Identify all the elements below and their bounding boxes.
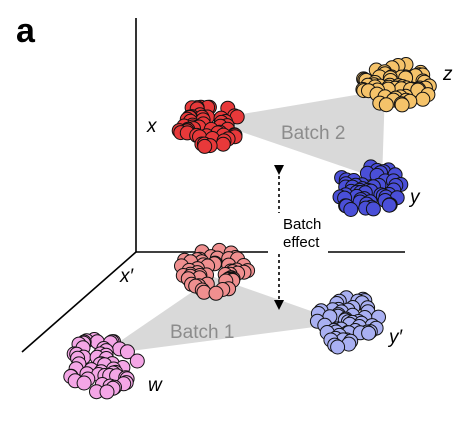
- label-z: z: [442, 64, 453, 85]
- cluster-x: [171, 99, 245, 154]
- cluster-y-point: [343, 202, 359, 217]
- cluster-y-prime-point: [330, 339, 346, 355]
- cluster-y-point: [381, 197, 397, 213]
- cluster-z-point: [415, 91, 431, 107]
- label-y-prime: y′: [387, 327, 404, 348]
- cluster-z-point: [394, 97, 410, 113]
- batch1-label: Batch 1: [170, 322, 234, 343]
- cluster-x-prime-point: [208, 285, 224, 301]
- cluster-x-point: [215, 136, 231, 152]
- cluster-w-point: [76, 375, 92, 391]
- cluster-x-prime: [174, 242, 256, 301]
- cluster-x-point: [197, 138, 213, 154]
- batch1-triangle: [100, 277, 345, 355]
- cluster-z: [355, 57, 437, 113]
- label-x: x: [146, 116, 158, 137]
- batch2-triangle: [207, 90, 385, 180]
- cluster-y-prime-point: [361, 325, 377, 341]
- cluster-y-prime: [309, 290, 386, 355]
- cluster-y-point: [365, 201, 381, 217]
- batch-effect-label-line1: Batch: [283, 216, 321, 233]
- diagonal-axis: [21, 251, 137, 353]
- cluster-z-point: [378, 97, 394, 113]
- batch-effect-label-line2: effect: [283, 234, 320, 251]
- cluster-w: [63, 332, 145, 400]
- label-y: y: [408, 187, 421, 208]
- batch2-label: Batch 2: [281, 123, 345, 144]
- panel-letter: a: [16, 12, 35, 50]
- label-w: w: [148, 375, 163, 396]
- label-x-prime: x′: [119, 266, 135, 287]
- cluster-y: [332, 159, 409, 217]
- cluster-w-point: [119, 344, 135, 360]
- batch-effect-label-bg: [268, 213, 328, 253]
- cluster-w-point: [99, 384, 115, 400]
- cluster-w-point: [129, 353, 145, 369]
